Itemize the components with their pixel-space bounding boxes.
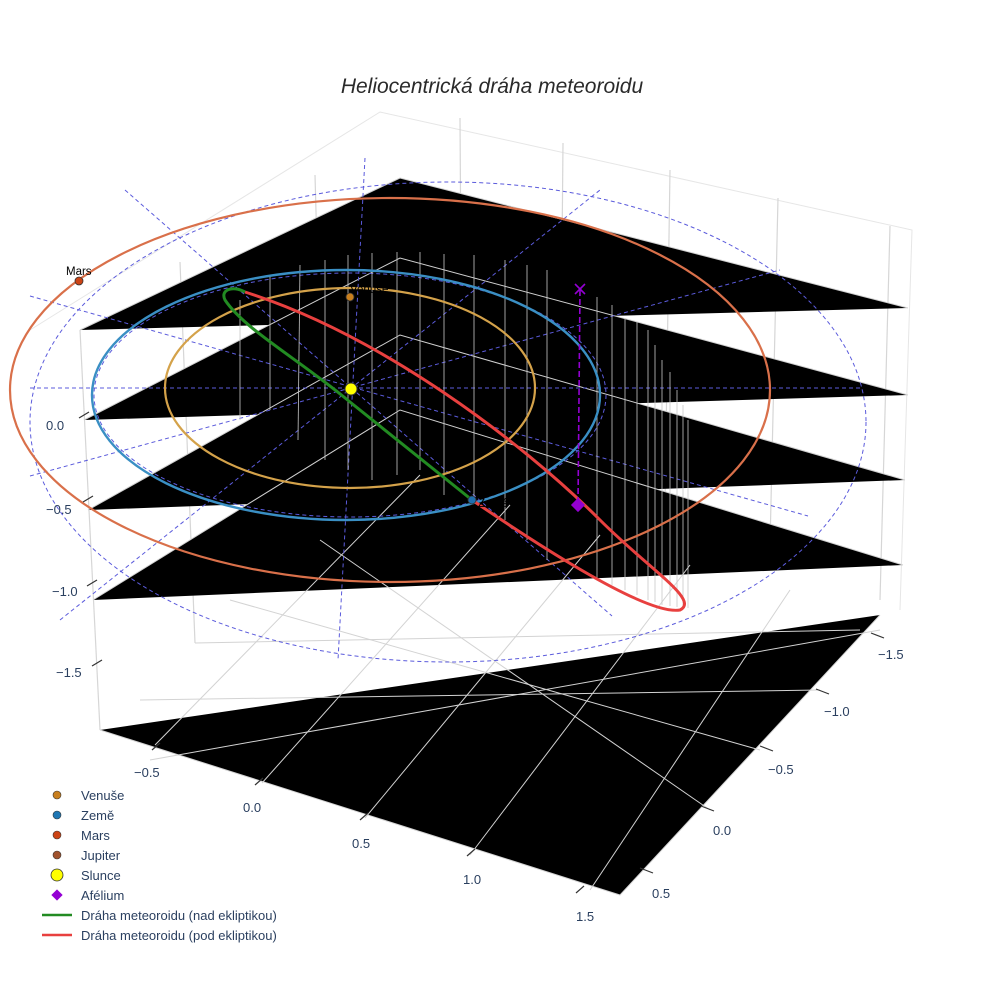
legend-item-orbit-above[interactable]: Dráha meteoroidu (nad ekliptikou) bbox=[34, 905, 277, 925]
y-tick-4: 0.5 bbox=[652, 886, 670, 901]
legend-label: Slunce bbox=[81, 867, 121, 883]
legend-label: Dráha meteoroidu (nad ekliptikou) bbox=[81, 907, 277, 923]
green-line-icon bbox=[42, 913, 72, 917]
x-tick-0: −0.5 bbox=[134, 765, 160, 780]
legend: Venuše Země Mars Jupiter Slunce Afélium … bbox=[34, 785, 277, 945]
z-tick-3: −1.5 bbox=[56, 665, 82, 680]
y-tick-0: −1.5 bbox=[878, 647, 904, 662]
large-circle-marker-icon bbox=[50, 868, 64, 882]
x-tick-2: 0.5 bbox=[352, 836, 370, 851]
legend-item-orbit-below[interactable]: Dráha meteoroidu (pod ekliptikou) bbox=[34, 925, 277, 945]
x-tick-3: 1.0 bbox=[463, 872, 481, 887]
legend-label: Venuše bbox=[81, 787, 125, 803]
grid-floor bbox=[99, 474, 881, 896]
legend-label: Afélium bbox=[81, 887, 125, 903]
mars-orbit bbox=[8, 196, 772, 584]
z-tick-1: −0.5 bbox=[46, 502, 72, 517]
circle-marker-icon bbox=[52, 830, 62, 840]
aphelion-marker[interactable] bbox=[570, 497, 586, 513]
legend-item-jupiter[interactable]: Jupiter bbox=[34, 845, 277, 865]
grid-horizontal bbox=[79, 177, 909, 601]
meteoroid-orbit-above bbox=[222, 287, 473, 502]
circle-marker-icon bbox=[52, 850, 62, 860]
y-tick-3: 0.0 bbox=[713, 823, 731, 838]
x-tick-4: 1.5 bbox=[576, 909, 594, 924]
venus-orbit bbox=[163, 286, 537, 490]
meteoroid-orbit-below bbox=[244, 290, 686, 612]
earth-label: Země bbox=[478, 498, 507, 510]
y-tick-2: −0.5 bbox=[768, 762, 794, 777]
y-axis-ticks bbox=[639, 632, 885, 874]
chart-title: Heliocentrická dráha meteoroidu bbox=[340, 75, 644, 98]
legend-item-mars[interactable]: Mars bbox=[34, 825, 277, 845]
mars-label: Mars bbox=[66, 266, 92, 278]
drop-lines bbox=[239, 252, 689, 608]
sun-marker[interactable] bbox=[344, 382, 358, 396]
venus-marker[interactable] bbox=[345, 292, 355, 302]
aphelion-x-icon bbox=[574, 283, 586, 295]
legend-item-aphelion[interactable]: Afélium bbox=[34, 885, 277, 905]
legend-item-sun[interactable]: Slunce bbox=[34, 865, 277, 885]
circle-marker-icon bbox=[52, 790, 62, 800]
x-axis-ticks bbox=[151, 742, 585, 894]
z-axis-ticks bbox=[78, 411, 103, 667]
earth-orbit bbox=[90, 268, 602, 522]
legend-item-venus[interactable]: Venuše bbox=[34, 785, 277, 805]
circle-marker-icon bbox=[52, 810, 62, 820]
legend-label: Dráha meteoroidu (pod ekliptikou) bbox=[81, 927, 277, 943]
y-tick-1: −1.0 bbox=[824, 704, 850, 719]
earth-marker[interactable] bbox=[467, 495, 477, 505]
z-tick-2: −1.0 bbox=[52, 584, 78, 599]
venus-label: Venuše bbox=[350, 284, 388, 296]
legend-item-earth[interactable]: Země bbox=[34, 805, 277, 825]
grid-back bbox=[29, 111, 913, 611]
z-tick-0: 0.0 bbox=[46, 418, 64, 433]
diamond-marker-icon bbox=[51, 889, 63, 901]
ecliptic-reference bbox=[29, 157, 867, 663]
legend-label: Země bbox=[81, 807, 115, 823]
legend-label: Mars bbox=[81, 827, 110, 843]
x-tick-1: 0.0 bbox=[243, 800, 261, 815]
mars-marker[interactable] bbox=[74, 276, 84, 286]
legend-label: Jupiter bbox=[81, 847, 121, 863]
red-line-icon bbox=[42, 933, 72, 937]
